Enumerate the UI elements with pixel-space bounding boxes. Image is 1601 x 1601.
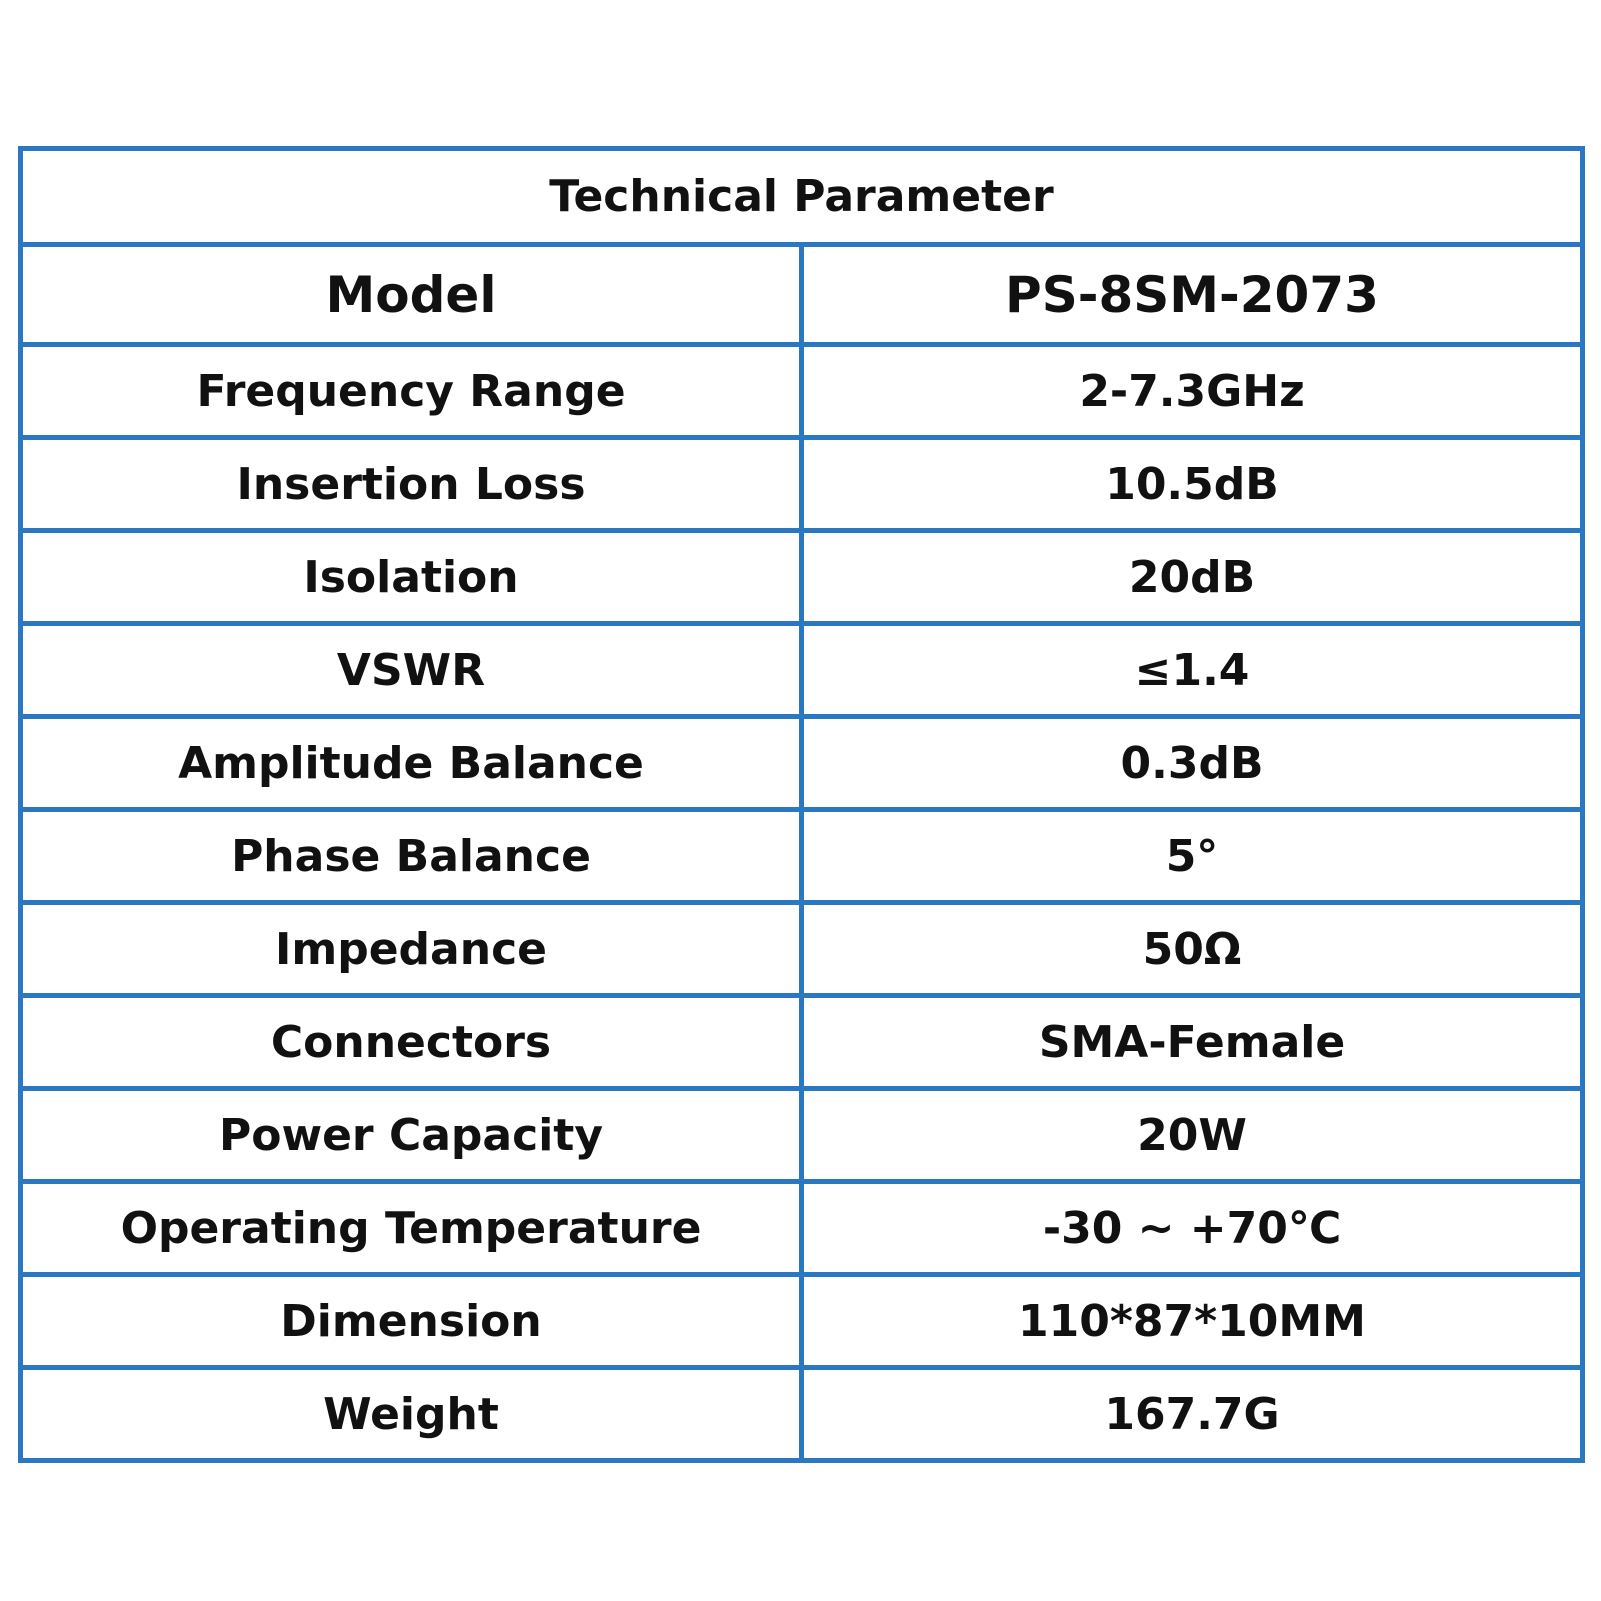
table-row: Insertion Loss 10.5dB bbox=[18, 435, 1585, 533]
parameter-value: ≤1.4 bbox=[799, 621, 1585, 719]
parameter-value: -30 ~ +70℃ bbox=[799, 1179, 1585, 1277]
table-row: Impedance 50Ω bbox=[18, 900, 1585, 998]
table-row: Weight 167.7G bbox=[18, 1365, 1585, 1463]
parameter-value: 10.5dB bbox=[799, 435, 1585, 533]
parameter-label: Connectors bbox=[18, 993, 804, 1091]
parameter-value: SMA-Female bbox=[799, 993, 1585, 1091]
table-row: Connectors SMA-Female bbox=[18, 993, 1585, 1091]
parameter-value: 5° bbox=[799, 807, 1585, 905]
parameter-value: 20dB bbox=[799, 528, 1585, 626]
parameter-value: 20W bbox=[799, 1086, 1585, 1184]
parameter-value: PS-8SM-2073 bbox=[799, 242, 1585, 347]
parameter-value: 110*87*10MM bbox=[799, 1272, 1585, 1370]
parameter-value: 0.3dB bbox=[799, 714, 1585, 812]
parameter-label: Isolation bbox=[18, 528, 804, 626]
table-row: Operating Temperature -30 ~ +70℃ bbox=[18, 1179, 1585, 1277]
parameter-label: Insertion Loss bbox=[18, 435, 804, 533]
parameter-label: Dimension bbox=[18, 1272, 804, 1370]
parameter-label: Phase Balance bbox=[18, 807, 804, 905]
parameter-value: 167.7G bbox=[799, 1365, 1585, 1463]
parameter-label: Impedance bbox=[18, 900, 804, 998]
parameter-value: 2-7.3GHz bbox=[799, 342, 1585, 440]
table-row: Phase Balance 5° bbox=[18, 807, 1585, 905]
table-row: Dimension 110*87*10MM bbox=[18, 1272, 1585, 1370]
table-row: Power Capacity 20W bbox=[18, 1086, 1585, 1184]
table-row: Isolation 20dB bbox=[18, 528, 1585, 626]
parameter-label: VSWR bbox=[18, 621, 804, 719]
table-row: Model PS-8SM-2073 bbox=[18, 242, 1585, 347]
parameter-label: Model bbox=[18, 242, 804, 347]
table-row: VSWR ≤1.4 bbox=[18, 621, 1585, 719]
parameter-value: 50Ω bbox=[799, 900, 1585, 998]
table-row: Frequency Range 2-7.3GHz bbox=[18, 342, 1585, 440]
technical-parameter-table: Technical Parameter Model PS-8SM-2073 Fr… bbox=[18, 146, 1585, 1463]
parameter-label: Weight bbox=[18, 1365, 804, 1463]
table-row: Amplitude Balance 0.3dB bbox=[18, 714, 1585, 812]
parameter-label: Frequency Range bbox=[18, 342, 804, 440]
parameter-label: Amplitude Balance bbox=[18, 714, 804, 812]
table-title: Technical Parameter bbox=[18, 146, 1585, 247]
parameter-label: Operating Temperature bbox=[18, 1179, 804, 1277]
table-title-row: Technical Parameter bbox=[18, 146, 1585, 247]
parameter-label: Power Capacity bbox=[18, 1086, 804, 1184]
